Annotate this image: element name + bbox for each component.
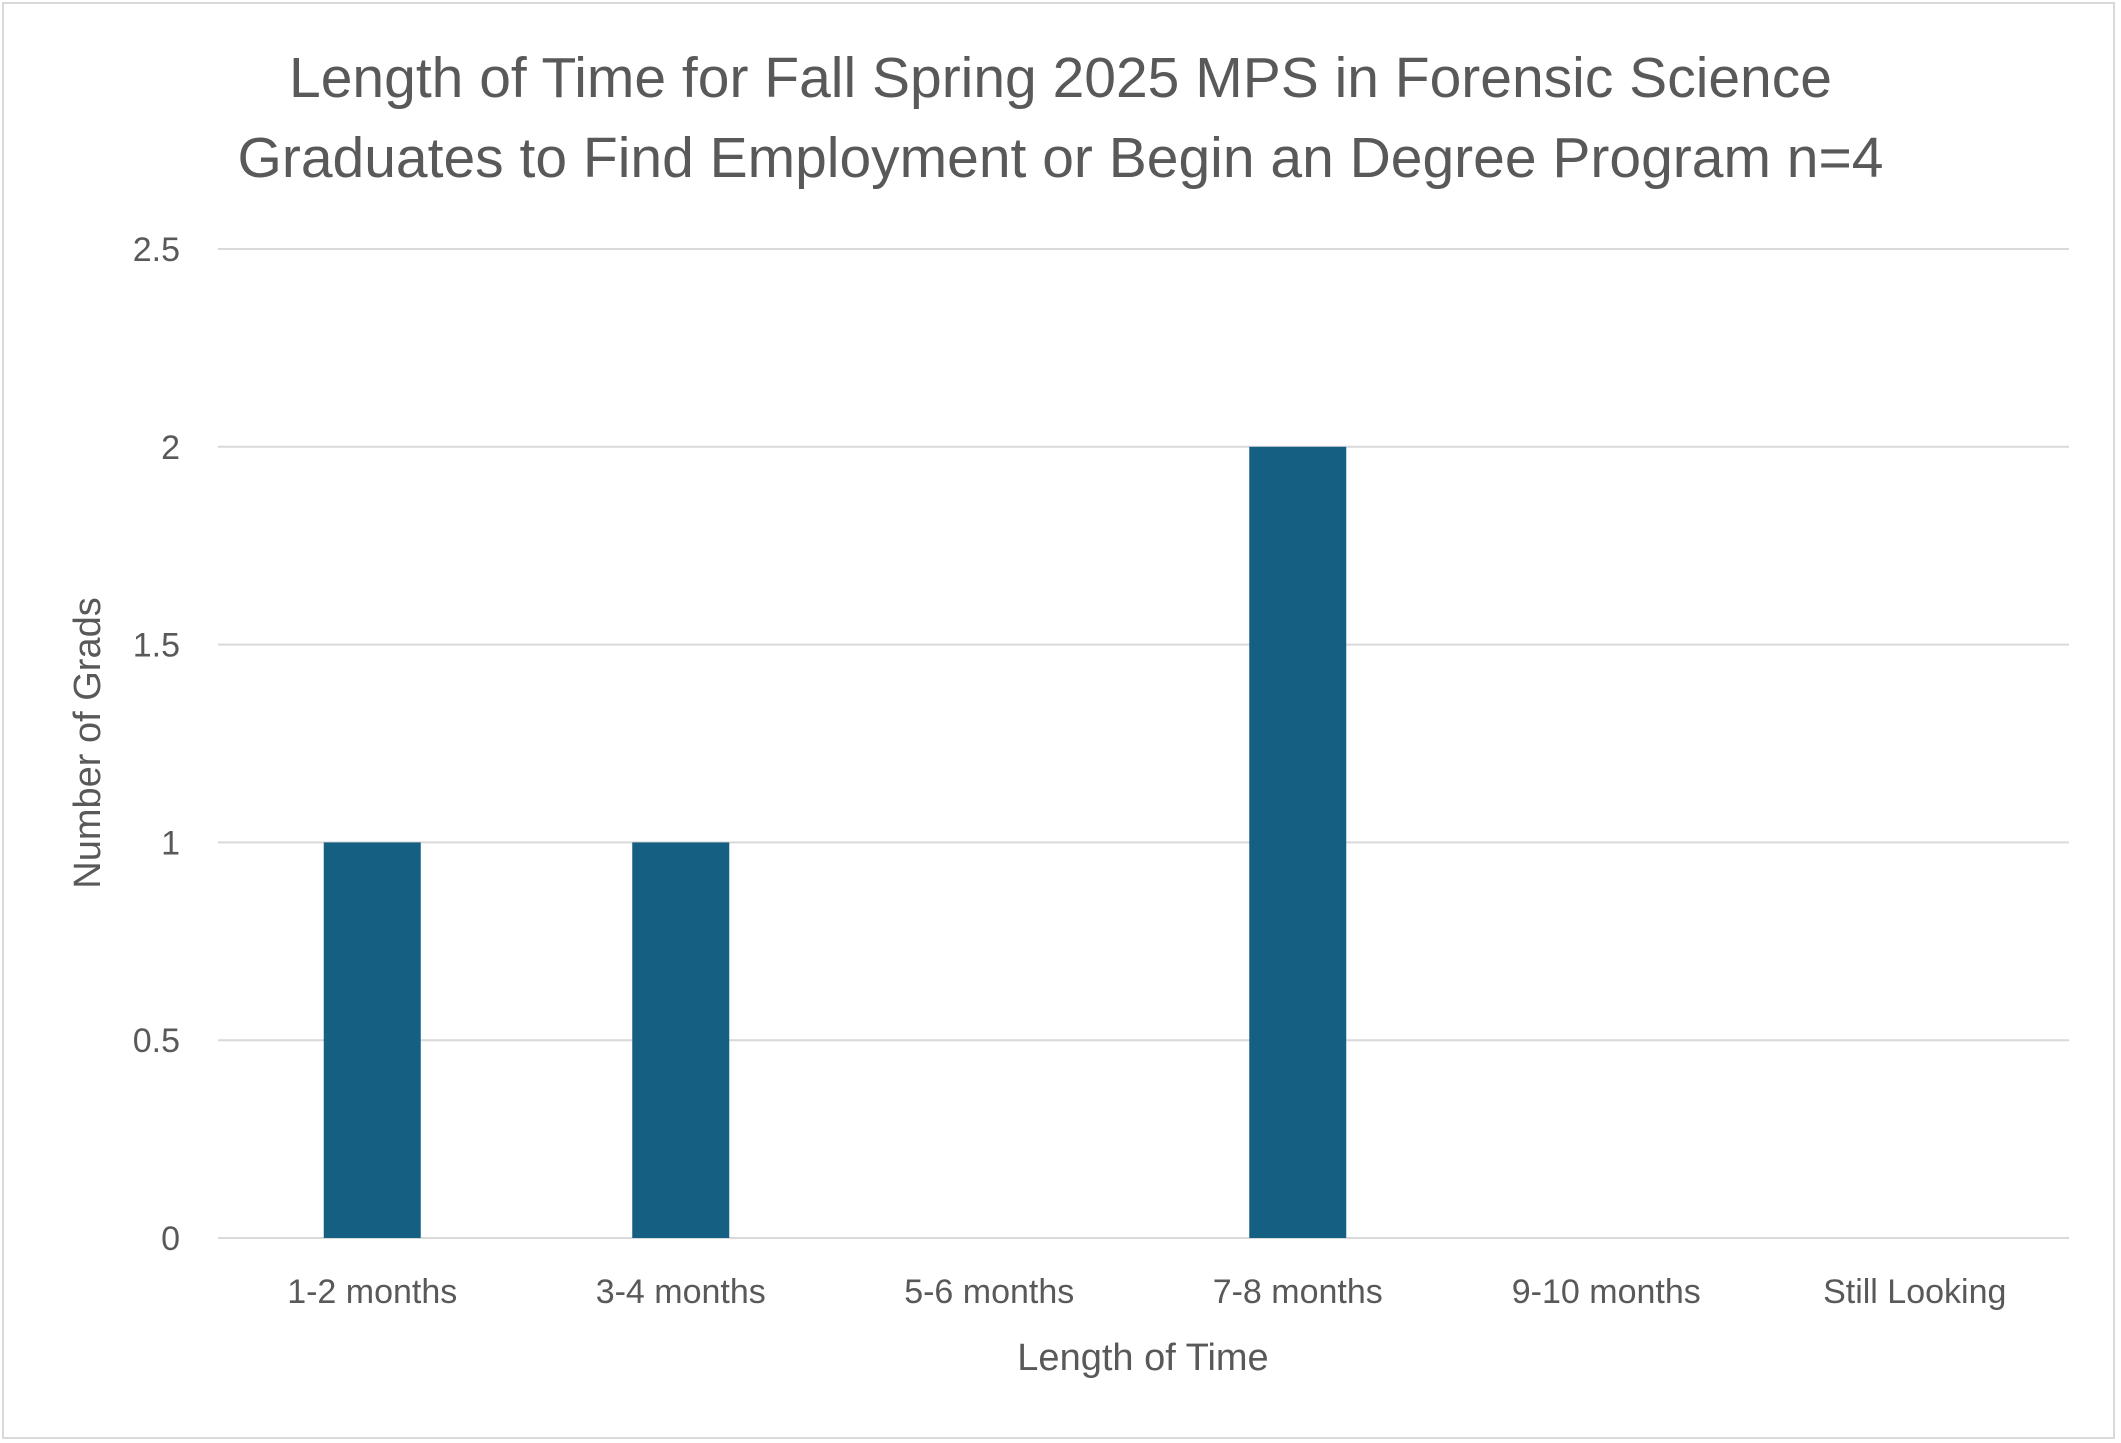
x-category-label: Still Looking (1823, 1273, 2006, 1311)
x-category-label: 3-4 months (596, 1273, 766, 1311)
x-axis-title: Length of Time (1017, 1337, 1268, 1379)
x-axis-category-labels: 1-2 months 3-4 months 5-6 months 7-8 months… (287, 1273, 2006, 1311)
x-category-label: 1-2 months (287, 1273, 457, 1311)
chart-title: Length of Time for Fall Spring 2025 MPS … (0, 38, 2121, 198)
y-tick-label: 1.5 (133, 627, 180, 665)
y-axis-tick-labels: 0 0.5 1 1.5 2 2.5 (133, 231, 180, 1258)
bar-3-4-months (632, 842, 730, 1238)
y-tick-label: 0 (161, 1220, 180, 1258)
y-tick-label: 1 (161, 824, 180, 862)
x-category-label: 9-10 months (1512, 1273, 1701, 1311)
bar-1-2-months (323, 842, 421, 1238)
y-tick-label: 2 (161, 429, 180, 467)
bars (323, 446, 1347, 1238)
gridlines (218, 248, 2069, 1239)
y-tick-label: 0.5 (133, 1022, 180, 1060)
chart-title-line-1: Length of Time for Fall Spring 2025 MPS … (289, 46, 1832, 110)
x-category-label: 7-8 months (1213, 1273, 1383, 1311)
y-axis-title: Number of Grads (67, 597, 109, 888)
bar-7-8-months (1249, 446, 1347, 1238)
x-category-label: 5-6 months (904, 1273, 1074, 1311)
y-tick-label: 2.5 (133, 231, 180, 269)
chart-title-line-2: Graduates to Find Employment or Begin an… (237, 126, 1884, 190)
